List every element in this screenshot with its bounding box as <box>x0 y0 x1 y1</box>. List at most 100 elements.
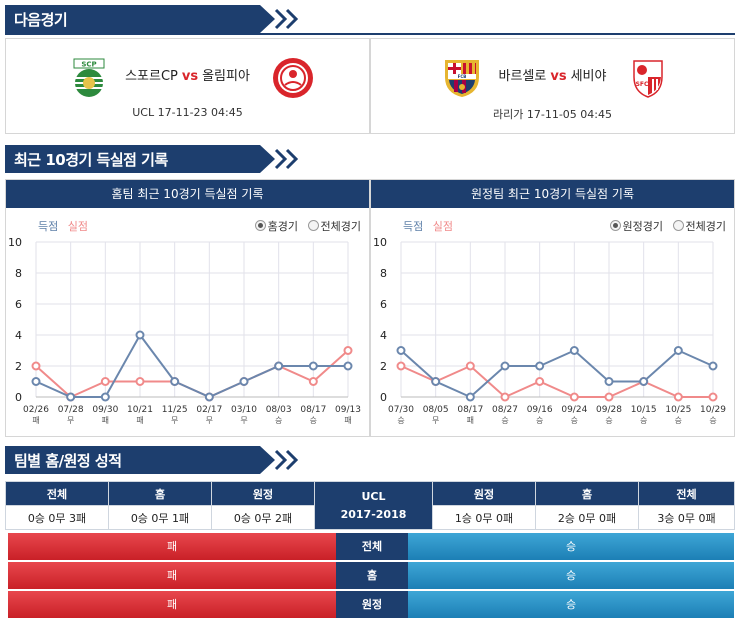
home-bar: 패 <box>8 562 336 589</box>
header-cell: 전체 <box>5 481 109 506</box>
legend-goals: 득점 <box>38 220 59 233</box>
home-line-chart: 024681002/26패07/28무09/30패10/21패11/25무02/… <box>8 236 361 425</box>
data-point <box>31 361 41 371</box>
data-point <box>308 377 318 386</box>
x-tick-label: 11/25 <box>162 405 188 415</box>
data-point <box>604 392 614 402</box>
y-tick-label: 4 <box>15 329 22 342</box>
result-label: 승 <box>275 416 282 425</box>
result-label: 승 <box>536 416 543 425</box>
match-card-2[interactable]: FCB 바르셀로 vs 세비야 SFC 라리가 17-11-05 04:45 <box>370 38 735 134</box>
radio-button-icon[interactable] <box>254 220 266 231</box>
data-point <box>31 377 41 386</box>
result-label: 패 <box>136 415 143 425</box>
section-title: 팀별 홈/원정 성적 <box>14 452 122 470</box>
data-point <box>343 361 353 371</box>
data-point <box>66 392 76 402</box>
data-point <box>465 392 475 402</box>
bar-label: 원정 <box>336 591 408 618</box>
value-cell: 0승 0무 2패 <box>211 505 315 530</box>
away-team: 세비야 <box>570 69 607 84</box>
x-tick-label: 08/03 <box>266 405 292 415</box>
y-tick-label: 2 <box>380 360 387 373</box>
league-label: UCL <box>361 489 386 503</box>
bar-row-total: 패 전체 승 <box>8 533 734 560</box>
chevron-right-icon <box>274 449 288 471</box>
away-bar: 승 <box>408 562 734 589</box>
svg-text:SCP: SCP <box>81 61 96 69</box>
data-point <box>100 392 110 402</box>
result-label: 패 <box>344 415 351 425</box>
y-tick-label: 8 <box>380 267 387 280</box>
x-tick-label: 08/17 <box>457 405 483 415</box>
x-tick-label: 09/13 <box>335 405 361 415</box>
match-card-1[interactable]: SCP 스포르CP vs 올림피아 UCL 17-11-23 04:45 <box>5 38 370 134</box>
chart-title: 홈팀 최근 10경기 득실점 기록 <box>6 180 369 208</box>
match-info: 라리가 17-11-05 04:45 <box>493 108 612 121</box>
y-tick-label: 4 <box>380 329 387 342</box>
header-cell: 홈 <box>535 481 639 506</box>
data-point <box>396 361 406 371</box>
radio-button-icon[interactable] <box>672 220 684 231</box>
olympiacos-logo-icon <box>273 58 313 98</box>
data-point <box>673 392 683 402</box>
radio-home-games[interactable]: 홈경기 <box>254 220 298 233</box>
data-point <box>465 361 475 371</box>
header-cell: 원정 <box>211 481 315 506</box>
data-point <box>708 392 718 402</box>
bar-label: 홈 <box>336 562 408 589</box>
data-point <box>569 346 579 355</box>
home-bar: 패 <box>8 533 336 560</box>
section-header-recent: 최근 10경기 득실점 기록 <box>5 145 301 173</box>
chart-title: 원정팀 최근 10경기 득실점 기록 <box>371 180 734 208</box>
x-tick-label: 08/27 <box>492 405 518 415</box>
away-bar: 승 <box>408 591 734 618</box>
x-tick-label: 08/05 <box>423 405 449 415</box>
bar-row-away: 패 원정 승 <box>8 591 734 618</box>
away-line-chart: 024681007/30승08/05무08/17패08/27승09/16승09/… <box>373 236 726 425</box>
chart-legend: 득점 실점 <box>38 218 88 234</box>
legend-conceded: 실점 <box>67 220 88 233</box>
league-season-cell: UCL 2017-2018 <box>314 481 433 530</box>
header-cell: 원정 <box>432 481 536 506</box>
y-tick-label: 10 <box>8 236 22 249</box>
legend-conceded: 실점 <box>432 220 453 233</box>
y-tick-label: 8 <box>15 267 22 280</box>
radio-all-games[interactable]: 전체경기 <box>672 220 726 233</box>
x-tick-label: 02/26 <box>23 405 49 415</box>
data-point <box>673 346 683 355</box>
radio-all-games[interactable]: 전체경기 <box>307 220 361 233</box>
data-point <box>170 377 180 386</box>
match-info: UCL 17-11-23 04:45 <box>132 106 243 119</box>
x-tick-label: 10/29 <box>700 405 726 415</box>
y-tick-label: 0 <box>380 391 387 404</box>
chevron-right-icon <box>274 148 288 170</box>
data-point <box>135 330 145 340</box>
result-label: 승 <box>571 416 578 425</box>
data-point <box>639 377 649 386</box>
radio-button-icon[interactable] <box>609 220 621 231</box>
result-label: 승 <box>310 416 317 425</box>
x-tick-label: 10/25 <box>665 405 691 415</box>
data-point <box>135 377 145 386</box>
radio-away-games[interactable]: 원정경기 <box>609 220 663 233</box>
svg-text:FCB: FCB <box>458 74 467 79</box>
away-chart-panel: 원정팀 최근 10경기 득실점 기록 득점 실점 원정경기 전체경기 0 2 4 6 8… <box>370 179 735 437</box>
result-label: 무 <box>432 416 439 425</box>
x-tick-label: 02/17 <box>196 405 222 415</box>
barcelona-logo-icon: FCB <box>445 60 479 97</box>
y-tick-label: 0 <box>15 391 22 404</box>
data-point <box>500 361 510 371</box>
result-label: 무 <box>67 416 74 425</box>
value-cell: 1승 0무 0패 <box>432 505 536 530</box>
home-bar: 패 <box>8 591 336 618</box>
result-label: 무 <box>206 416 213 425</box>
result-label: 패 <box>467 415 474 425</box>
result-label: 패 <box>32 415 39 425</box>
bar-row-home: 패 홈 승 <box>8 562 734 589</box>
data-point <box>708 361 718 371</box>
radio-button-icon[interactable] <box>307 220 319 231</box>
x-tick-label: 07/28 <box>58 405 84 415</box>
home-chart-panel: 홈팀 최근 10경기 득실점 기록 득점 실점 홈경기 전체경기 0 2 4 6 8 10… <box>5 179 370 437</box>
x-tick-label: 09/30 <box>92 405 118 415</box>
